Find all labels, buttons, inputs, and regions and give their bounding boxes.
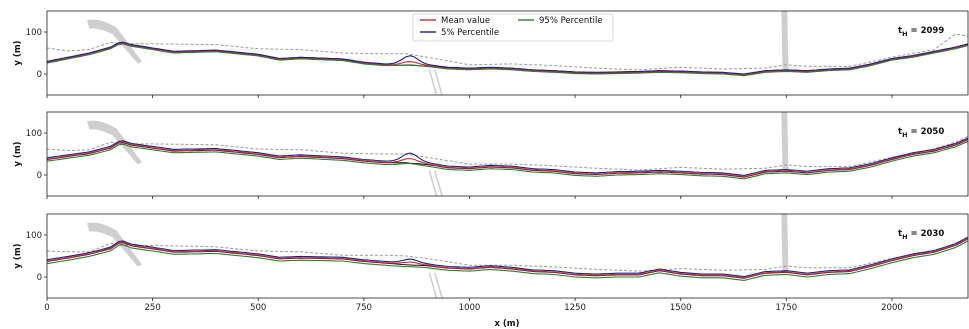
legend-entry: 5% Percentile bbox=[420, 28, 499, 38]
axes-frame bbox=[46, 10, 969, 96]
panel-label: tH = 2050 bbox=[898, 127, 944, 139]
y-tick: 100 bbox=[26, 28, 47, 38]
x-tick-label: 250 bbox=[145, 303, 161, 313]
x-tick: 1250 bbox=[564, 298, 586, 313]
panel-label: tH = 2030 bbox=[898, 229, 944, 241]
series-5-percentile bbox=[47, 41, 968, 75]
panel-label: tH = 2099 bbox=[898, 26, 944, 38]
x-tick: 0 bbox=[44, 298, 50, 313]
y-tick-label: 0 bbox=[37, 171, 42, 181]
plot-area bbox=[47, 11, 968, 95]
x-tick-label: 1000 bbox=[459, 303, 481, 313]
channel-lines bbox=[428, 69, 443, 95]
series-5-percentile bbox=[47, 236, 968, 278]
legend: Mean value 5% Percentile 95% Percentile bbox=[412, 13, 614, 42]
groyne-shape bbox=[87, 19, 143, 64]
panel-label-t: t bbox=[898, 127, 902, 137]
x-tick: 250 bbox=[145, 298, 161, 313]
series-5-percentile bbox=[47, 137, 968, 176]
groyne-shape bbox=[87, 222, 143, 267]
series-95-percentile bbox=[47, 43, 968, 77]
plot-area bbox=[47, 112, 968, 196]
x-tick: 2000 bbox=[881, 298, 903, 313]
series-95-percentile bbox=[47, 240, 968, 281]
y-tick: 100 bbox=[26, 129, 47, 139]
axes-frame bbox=[46, 111, 969, 197]
x-tick: 1000 bbox=[459, 298, 481, 313]
y-tick-label: 100 bbox=[26, 129, 42, 139]
x-tick-label: 1500 bbox=[670, 303, 692, 313]
y-axis-label: y (m) bbox=[13, 243, 23, 268]
legend-label: 95% Percentile bbox=[539, 16, 603, 26]
x-tick: 1500 bbox=[670, 298, 692, 313]
y-tick: 0 bbox=[37, 273, 47, 283]
x-tick-label: 0 bbox=[44, 303, 49, 313]
x-tick: 750 bbox=[356, 298, 372, 313]
y-axis-label: y (m) bbox=[13, 141, 23, 166]
channel-lines bbox=[428, 170, 443, 196]
plot-area bbox=[47, 214, 968, 298]
x-tick-label: 2000 bbox=[881, 303, 903, 313]
channel-lines bbox=[428, 272, 443, 298]
series-mean-value bbox=[47, 237, 968, 279]
structures bbox=[87, 112, 789, 196]
dashed-reference-line bbox=[47, 135, 968, 171]
pier-shape bbox=[781, 214, 789, 273]
x-tick-label: 1750 bbox=[776, 303, 798, 313]
x-tick: 500 bbox=[250, 298, 266, 313]
pier-shape bbox=[781, 112, 789, 171]
x-tick-label: 1250 bbox=[564, 303, 586, 313]
structures bbox=[87, 11, 789, 95]
series-mean-value bbox=[47, 42, 968, 76]
panel-label-value: = 2050 bbox=[908, 127, 945, 137]
panel-label-sub: H bbox=[902, 30, 907, 38]
pier-shape bbox=[781, 11, 789, 70]
y-axis-label: y (m) bbox=[13, 40, 23, 65]
panel-label-t: t bbox=[898, 26, 902, 36]
series-95-percentile bbox=[47, 140, 968, 180]
series-mean-value bbox=[47, 138, 968, 178]
y-tick-label: 0 bbox=[37, 70, 42, 80]
groyne-shape bbox=[87, 120, 143, 165]
y-tick-label: 0 bbox=[37, 273, 42, 283]
legend-entry: Mean value bbox=[420, 16, 490, 26]
structures bbox=[87, 214, 789, 298]
x-tick: 1750 bbox=[776, 298, 798, 313]
panel-label-sub: H bbox=[902, 131, 907, 139]
x-tick-label: 500 bbox=[250, 303, 266, 313]
panel-label-t: t bbox=[898, 229, 902, 239]
axes-frame bbox=[46, 213, 969, 299]
legend-label: 5% Percentile bbox=[441, 28, 499, 38]
x-tick-label: 750 bbox=[356, 303, 372, 313]
y-tick: 0 bbox=[37, 171, 47, 181]
panel-label-sub: H bbox=[902, 233, 907, 241]
y-tick: 0 bbox=[37, 70, 47, 80]
y-tick: 100 bbox=[26, 231, 47, 241]
dashed-reference-line bbox=[47, 33, 968, 71]
y-tick-label: 100 bbox=[26, 231, 42, 241]
legend-box bbox=[412, 13, 614, 42]
panel-label-value: = 2099 bbox=[908, 26, 945, 36]
legend-label: Mean value bbox=[441, 16, 490, 26]
y-tick-label: 100 bbox=[26, 28, 42, 38]
legend-entry: 95% Percentile bbox=[518, 16, 603, 26]
x-axis-label: x (m) bbox=[494, 319, 519, 329]
panel-label-value: = 2030 bbox=[908, 229, 945, 239]
